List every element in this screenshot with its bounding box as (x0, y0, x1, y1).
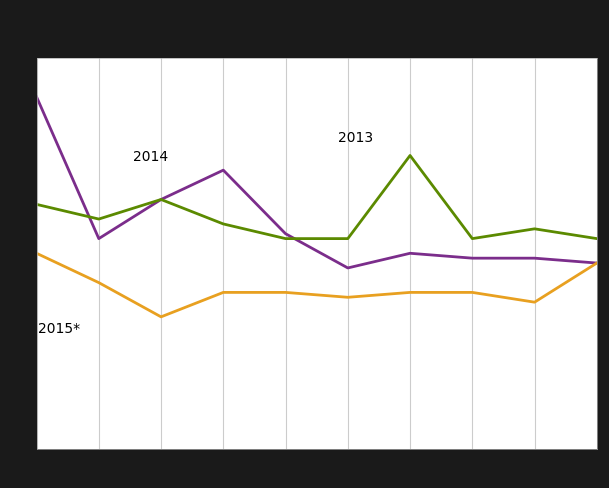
Text: 2013: 2013 (339, 131, 373, 144)
Text: 2014: 2014 (133, 150, 168, 164)
Text: 2015*: 2015* (38, 321, 80, 335)
